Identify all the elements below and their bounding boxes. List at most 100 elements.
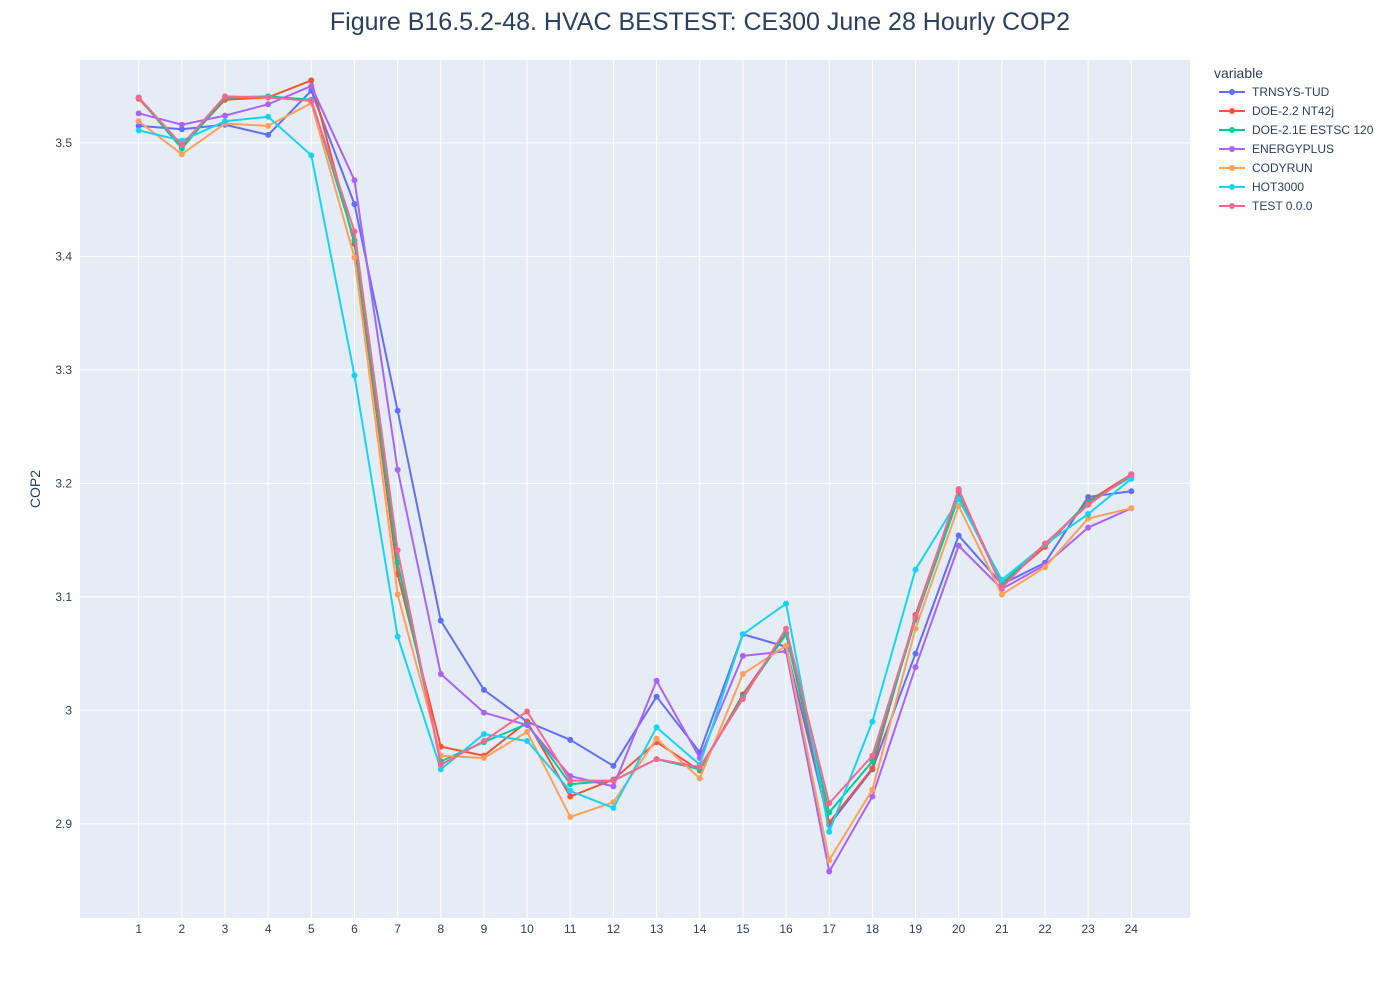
data-point [826, 800, 833, 807]
x-tick-label: 23 [1081, 922, 1095, 936]
x-tick-label: 1 [135, 922, 142, 936]
x-tick-label: 2 [179, 922, 186, 936]
data-point [912, 566, 919, 573]
legend-item: DOE-2.2 NT42j [1219, 104, 1334, 118]
data-point [955, 532, 962, 539]
legend-label: ENERGYPLUS [1252, 142, 1334, 156]
data-point [394, 633, 401, 640]
data-point [739, 652, 746, 659]
data-point [610, 804, 617, 811]
legend-item: HOT3000 [1219, 180, 1304, 194]
data-point [869, 786, 876, 793]
series-hot3000 [135, 113, 1135, 835]
data-point [480, 731, 487, 738]
data-point [437, 766, 444, 773]
data-point [135, 127, 142, 134]
data-point [739, 670, 746, 677]
data-point [265, 122, 272, 129]
data-point [1128, 471, 1135, 478]
data-point [955, 486, 962, 492]
data-point [524, 722, 531, 729]
data-point [222, 112, 229, 119]
legend-label: HOT3000 [1252, 180, 1304, 194]
data-point [480, 737, 487, 744]
data-point [567, 777, 574, 784]
data-point [480, 686, 487, 693]
data-point [308, 83, 315, 90]
data-point [653, 724, 660, 731]
data-point [524, 708, 531, 715]
y-tick-label: 3.1 [55, 590, 72, 604]
legend-item: DOE-2.1E ESTSC 120 [1219, 123, 1374, 137]
y-tick-label: 3.3 [55, 363, 72, 377]
data-point [653, 693, 660, 700]
data-point [351, 177, 358, 184]
legend-label: CODYRUN [1252, 161, 1313, 175]
y-tick-label: 3.4 [55, 249, 72, 263]
series-line [137, 95, 1132, 805]
data-point [222, 93, 229, 100]
x-tick-label: 9 [481, 922, 488, 936]
data-point [826, 868, 833, 875]
data-point [265, 131, 272, 138]
x-tick-label: 11 [564, 922, 577, 936]
data-point [178, 121, 185, 128]
data-point [178, 142, 185, 149]
data-point [826, 857, 833, 864]
legend-swatch-marker [1229, 184, 1235, 190]
x-tick-label: 8 [437, 922, 444, 936]
y-tick-label: 3.5 [55, 136, 72, 150]
x-tick-label: 6 [351, 922, 358, 936]
data-point [351, 228, 358, 235]
data-point [437, 617, 444, 624]
data-point [567, 787, 574, 794]
series-line [138, 115, 1132, 833]
data-point [524, 728, 531, 735]
x-tick-label: 13 [650, 922, 664, 936]
data-point [912, 650, 919, 657]
y-tick-label: 2.9 [55, 817, 72, 831]
data-point [912, 614, 919, 621]
data-point [265, 94, 272, 101]
data-point [1128, 475, 1135, 482]
data-point [351, 201, 358, 208]
data-point [135, 118, 142, 125]
data-point [869, 765, 876, 772]
data-point [912, 664, 919, 671]
data-point [308, 152, 315, 159]
y-axis-label: COP2 [27, 470, 43, 508]
data-point [826, 828, 833, 835]
data-point [135, 110, 142, 117]
x-tick-label: 21 [995, 922, 1009, 936]
data-point [739, 631, 746, 638]
data-point [1085, 515, 1092, 522]
data-point [351, 372, 358, 379]
legend-item: CODYRUN [1219, 161, 1313, 175]
x-tick-label: 24 [1125, 922, 1139, 936]
x-tick-label: 7 [394, 922, 401, 936]
series-test-0-0-0 [135, 93, 1135, 807]
data-point [653, 756, 660, 763]
legend-item: TEST 0.0.0 [1219, 199, 1313, 213]
data-point [178, 151, 185, 158]
data-point [394, 591, 401, 598]
data-point [1085, 524, 1092, 531]
data-point [610, 762, 617, 769]
data-point [1085, 501, 1092, 508]
data-point [178, 126, 185, 133]
data-point [1041, 564, 1048, 571]
legend-swatch-marker [1229, 146, 1235, 152]
series-line [138, 85, 1132, 873]
data-point [783, 625, 790, 632]
x-tick-label: 18 [866, 922, 880, 936]
data-point [869, 793, 876, 800]
data-point [567, 793, 574, 800]
data-point [653, 677, 660, 684]
legend-swatch-marker [1229, 89, 1235, 95]
y-tick-label: 3 [65, 703, 72, 717]
data-point [998, 584, 1005, 591]
data-point [869, 758, 876, 765]
data-point [653, 735, 660, 742]
data-point [351, 254, 358, 261]
